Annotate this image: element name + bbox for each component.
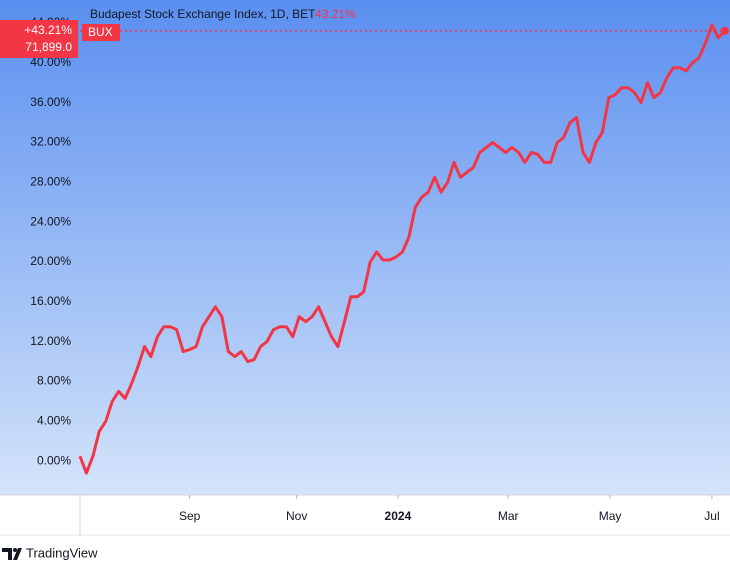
y-tick-label: 12.00% bbox=[30, 334, 71, 348]
brand-name: TradingView bbox=[26, 545, 98, 560]
legend-box bbox=[82, 24, 120, 41]
chart-title: Budapest Stock Exchange Index, 1D, BET bbox=[90, 7, 316, 21]
x-tick-label: May bbox=[599, 509, 622, 523]
brand-logo bbox=[2, 548, 22, 560]
x-tick-label: Jul bbox=[704, 509, 719, 523]
last-price-label: 71,899.0 bbox=[25, 40, 72, 54]
y-tick-label: 8.00% bbox=[37, 374, 71, 388]
y-tick-label: 24.00% bbox=[30, 214, 71, 228]
y-tick-label: 32.00% bbox=[30, 135, 71, 149]
x-tick-label: Mar bbox=[498, 509, 519, 523]
last-value-label: +43.21% bbox=[24, 23, 72, 37]
y-tick-label: 4.00% bbox=[37, 413, 71, 427]
plot-background bbox=[0, 0, 730, 495]
x-tick-label: Sep bbox=[179, 509, 201, 523]
y-tick-label: 20.00% bbox=[30, 254, 71, 268]
y-tick-label: 28.00% bbox=[30, 174, 71, 188]
x-tick-label: 2024 bbox=[385, 509, 412, 523]
legend-label: BUX bbox=[88, 25, 113, 39]
chart-subtitle: 43.21% bbox=[315, 7, 356, 21]
last-value-box bbox=[0, 20, 78, 58]
y-tick-label: 16.00% bbox=[30, 294, 71, 308]
y-tick-label: 0.00% bbox=[37, 453, 71, 467]
last-point bbox=[720, 26, 729, 35]
y-tick-label: 36.00% bbox=[30, 95, 71, 109]
y-tick-label: 40.00% bbox=[30, 55, 71, 69]
price-line bbox=[78, 23, 726, 475]
x-tick-label: Nov bbox=[286, 509, 307, 523]
